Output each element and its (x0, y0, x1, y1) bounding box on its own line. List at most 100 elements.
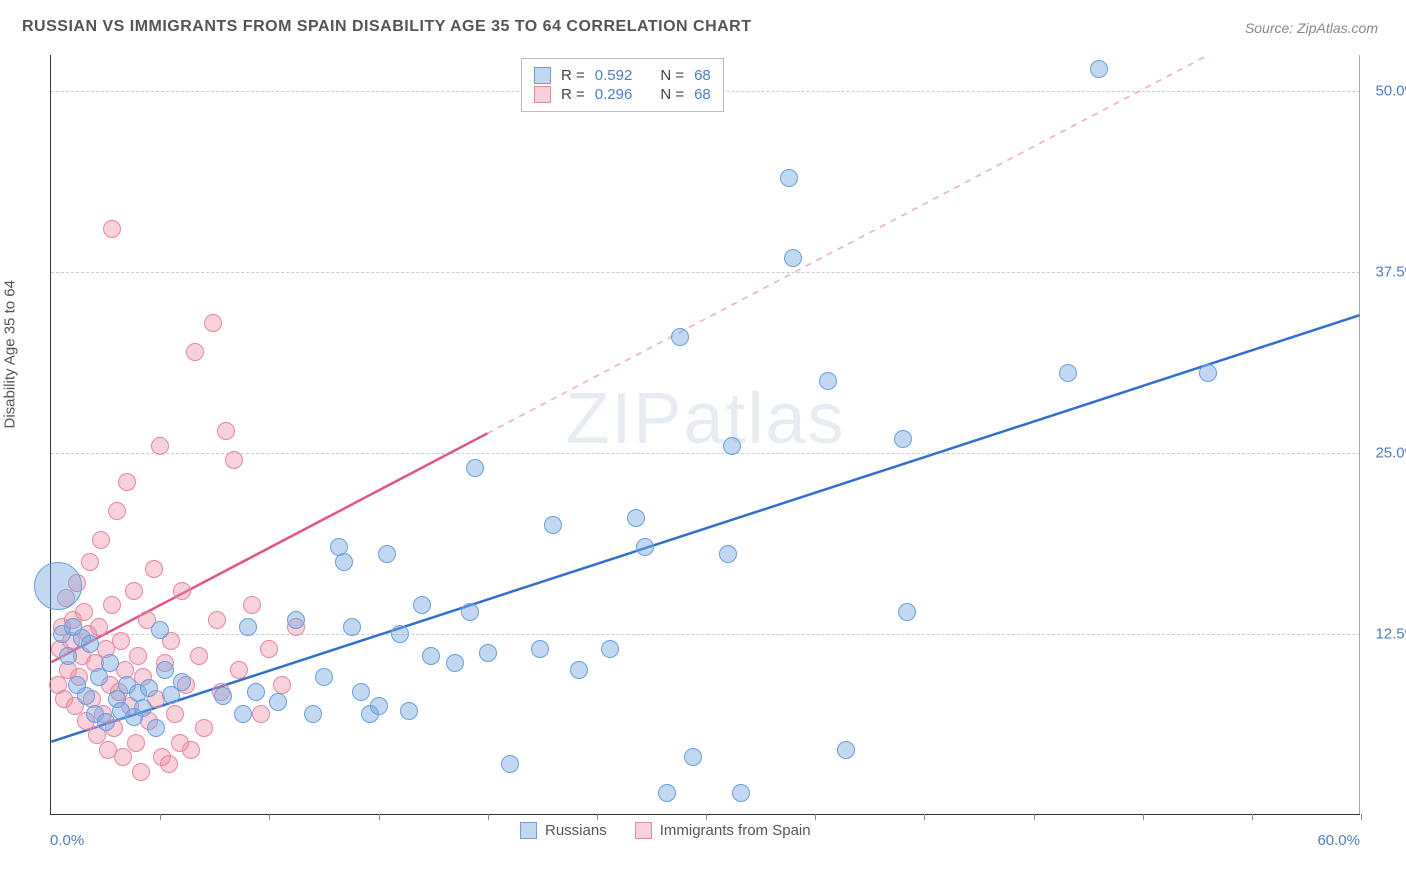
y-tick-label: 37.5% (1375, 264, 1406, 281)
legend-row-spain: R = 0.296 N = 68 (534, 86, 711, 103)
data-point-russians (627, 509, 645, 527)
correlation-chart: RUSSIAN VS IMMIGRANTS FROM SPAIN DISABIL… (0, 0, 1406, 892)
n-label: N = (660, 67, 684, 84)
data-point-spain (114, 748, 132, 766)
data-point-spain (273, 676, 291, 694)
data-point-spain (112, 632, 130, 650)
data-point-spain (208, 611, 226, 629)
data-point-russians (156, 661, 174, 679)
grid-line (51, 272, 1360, 273)
legend-label-spain: Immigrants from Spain (660, 822, 811, 839)
data-point-spain (160, 755, 178, 773)
data-point-russians (1090, 60, 1108, 78)
data-point-russians (784, 249, 802, 267)
data-point-spain (108, 502, 126, 520)
data-point-spain (195, 719, 213, 737)
x-tick (1252, 814, 1253, 820)
data-point-spain (103, 220, 121, 238)
r-value-russians: 0.592 (595, 67, 633, 84)
data-point-spain (186, 343, 204, 361)
data-point-russians (77, 687, 95, 705)
data-point-russians (391, 625, 409, 643)
grid-line (51, 453, 1360, 454)
data-point-spain (118, 473, 136, 491)
n-value-spain: 68 (694, 86, 711, 103)
data-point-russians (147, 719, 165, 737)
data-point-russians (315, 668, 333, 686)
data-point-russians (422, 647, 440, 665)
x-tick (488, 814, 489, 820)
r-label: R = (561, 86, 585, 103)
data-point-spain (204, 314, 222, 332)
data-point-russians (97, 713, 115, 731)
data-point-russians (234, 705, 252, 723)
data-point-spain (145, 560, 163, 578)
data-point-russians (671, 328, 689, 346)
data-point-russians (81, 635, 99, 653)
data-point-russians (59, 647, 77, 665)
data-point-russians (658, 784, 676, 802)
x-tick (706, 814, 707, 820)
data-point-russians (343, 618, 361, 636)
data-point-spain (81, 553, 99, 571)
data-point-spain (225, 451, 243, 469)
data-point-spain (182, 741, 200, 759)
data-point-spain (127, 734, 145, 752)
data-point-russians (636, 538, 654, 556)
data-point-russians (247, 683, 265, 701)
data-point-russians (501, 755, 519, 773)
data-point-spain (217, 422, 235, 440)
n-label: N = (660, 86, 684, 103)
data-point-spain (243, 596, 261, 614)
y-tick-label: 50.0% (1375, 83, 1406, 100)
y-axis-title: Disability Age 35 to 64 (2, 280, 19, 428)
correlation-legend: R = 0.592 N = 68 R = 0.296 N = 68 (521, 58, 724, 112)
data-point-spain (173, 582, 191, 600)
x-tick (1034, 814, 1035, 820)
x-tick (160, 814, 161, 820)
data-point-russians (570, 661, 588, 679)
r-value-spain: 0.296 (595, 86, 633, 103)
watermark: ZIPatlas (565, 378, 845, 460)
series-legend: Russians Immigrants from Spain (520, 822, 811, 839)
data-point-spain (125, 582, 143, 600)
legend-row-russians: R = 0.592 N = 68 (534, 67, 711, 84)
data-point-spain (90, 618, 108, 636)
data-point-spain (151, 437, 169, 455)
swatch-spain (635, 822, 652, 839)
data-point-russians (837, 741, 855, 759)
data-point-russians (378, 545, 396, 563)
data-point-russians (719, 545, 737, 563)
legend-item-spain: Immigrants from Spain (635, 822, 811, 839)
data-point-russians (134, 699, 152, 717)
data-point-russians (269, 693, 287, 711)
data-point-spain (230, 661, 248, 679)
data-point-russians (34, 562, 82, 610)
data-point-spain (103, 596, 121, 614)
data-point-spain (92, 531, 110, 549)
data-point-russians (140, 679, 158, 697)
data-point-russians (370, 697, 388, 715)
x-tick (1143, 814, 1144, 820)
x-tick (1361, 814, 1362, 820)
swatch-russians (520, 822, 537, 839)
plot-area: ZIPatlas 12.5%25.0%37.5%50.0% R = 0.592 … (50, 55, 1360, 815)
data-point-russians (1059, 364, 1077, 382)
data-point-russians (684, 748, 702, 766)
y-tick-label: 12.5% (1375, 626, 1406, 643)
data-point-russians (413, 596, 431, 614)
data-point-spain (260, 640, 278, 658)
x-tick (924, 814, 925, 820)
right-axis-line (1359, 55, 1360, 814)
data-point-russians (214, 687, 232, 705)
chart-title: RUSSIAN VS IMMIGRANTS FROM SPAIN DISABIL… (22, 18, 752, 36)
data-point-russians (151, 621, 169, 639)
legend-item-russians: Russians (520, 822, 607, 839)
data-point-russians (466, 459, 484, 477)
data-point-russians (304, 705, 322, 723)
data-point-russians (732, 784, 750, 802)
data-point-russians (1199, 364, 1217, 382)
data-point-russians (819, 372, 837, 390)
y-tick-label: 25.0% (1375, 445, 1406, 462)
data-point-russians (446, 654, 464, 672)
